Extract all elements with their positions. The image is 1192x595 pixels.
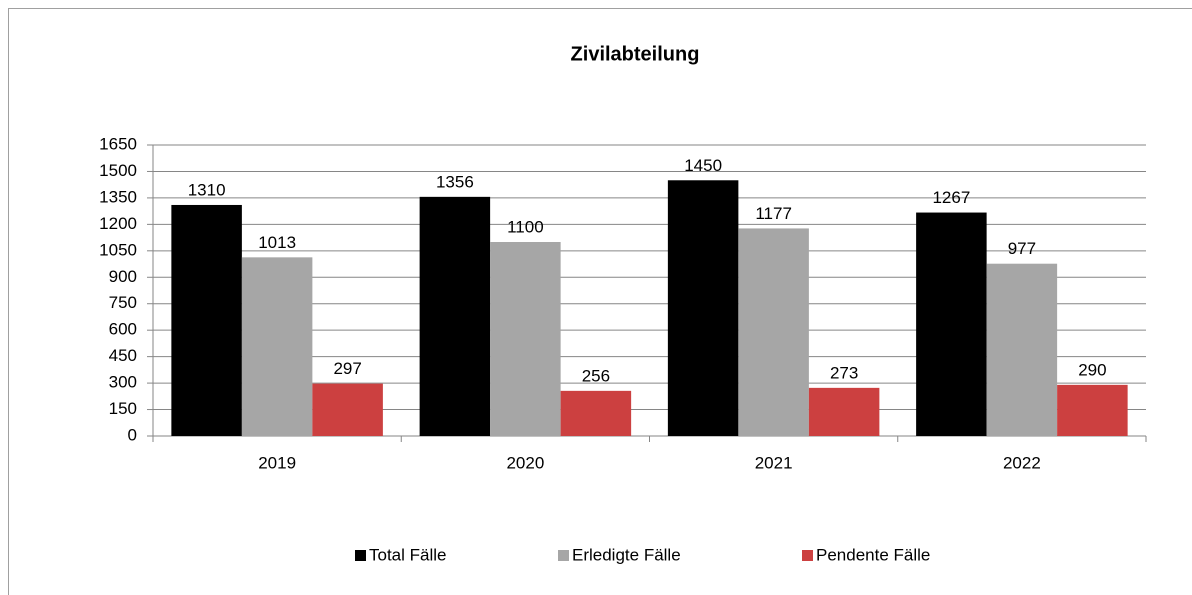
y-tick-label: 1650	[99, 134, 137, 153]
bar	[419, 196, 491, 436]
x-tick-label: 2019	[258, 453, 296, 472]
data-label: 1310	[188, 180, 226, 199]
chart-title: Zivilabteilung	[571, 43, 700, 65]
data-label: 1356	[436, 172, 474, 191]
bar	[312, 383, 383, 436]
data-label: 273	[830, 363, 858, 382]
y-tick-label: 900	[109, 267, 137, 286]
legend-label: Pendente Fälle	[816, 545, 930, 564]
bar	[808, 387, 880, 436]
data-label: 256	[582, 366, 610, 385]
data-label: 1177	[755, 204, 792, 223]
y-tick-label: 0	[128, 425, 137, 444]
bar	[1057, 384, 1128, 436]
bar	[171, 204, 242, 436]
legend-swatch	[558, 550, 569, 561]
bar	[986, 263, 1058, 436]
y-tick-label: 750	[109, 293, 137, 312]
data-label: 977	[1008, 239, 1036, 258]
y-tick-label: 1500	[99, 161, 137, 180]
y-tick-label: 1050	[99, 240, 137, 259]
legend-label: Total Fälle	[369, 545, 446, 564]
bar	[490, 242, 561, 436]
data-label: 297	[333, 359, 361, 378]
data-label: 1100	[507, 217, 544, 236]
data-label: 290	[1078, 360, 1106, 379]
bar	[667, 180, 739, 436]
legend-swatch	[802, 550, 813, 561]
y-tick-label: 600	[109, 320, 137, 339]
bar	[560, 390, 632, 436]
y-tick-label: 1350	[99, 187, 137, 206]
y-tick-label: 1200	[99, 214, 137, 233]
bar	[738, 228, 809, 436]
x-tick-label: 2022	[1003, 453, 1041, 472]
y-tick-label: 300	[109, 373, 137, 392]
legend-label: Erledigte Fälle	[572, 545, 681, 564]
x-tick-label: 2021	[755, 453, 793, 472]
y-tick-label: 150	[109, 399, 137, 418]
data-label: 1267	[932, 188, 970, 207]
x-tick-label: 2020	[506, 453, 544, 472]
data-label: 1013	[258, 233, 296, 252]
bar	[241, 257, 313, 436]
bar	[916, 212, 987, 436]
data-label: 1450	[684, 156, 722, 175]
legend-swatch	[355, 550, 366, 561]
y-tick-label: 450	[109, 346, 137, 365]
